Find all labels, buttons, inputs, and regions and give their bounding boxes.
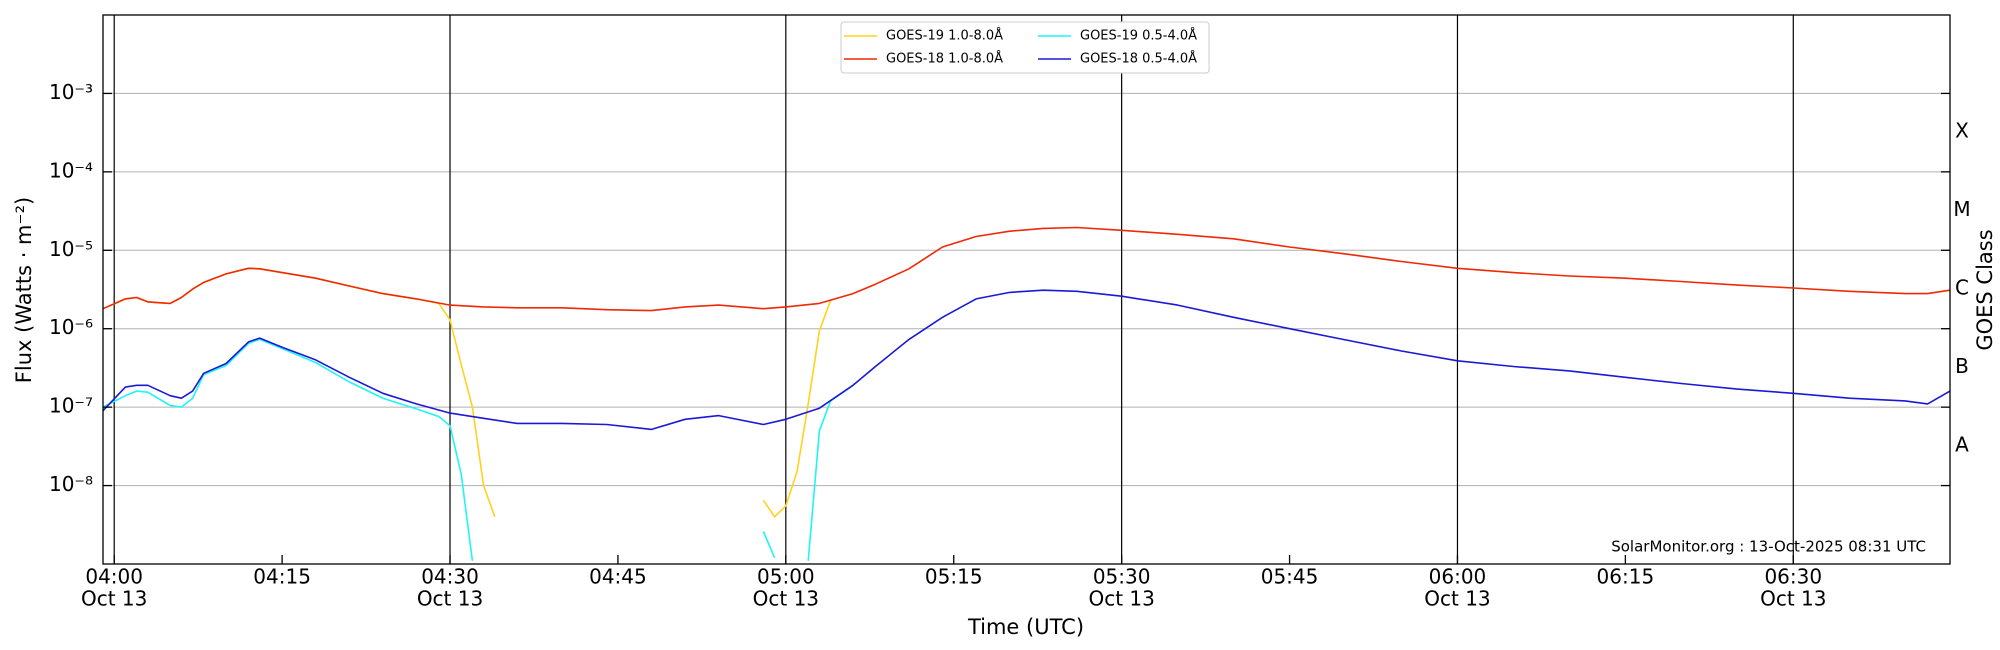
x-axis-title: Time (UTC) <box>967 615 1084 639</box>
x-tick-label: 05:45 <box>1261 565 1319 589</box>
legend-label: GOES-18 1.0-8.0Å <box>886 51 1003 67</box>
x-tick-label: Oct 13 <box>81 587 147 611</box>
grid <box>103 15 1950 564</box>
y-tick-label: 10⁻⁷ <box>49 394 93 418</box>
x-tick-label: Oct 13 <box>753 587 819 611</box>
y2-tick-label: M <box>1953 197 1970 221</box>
x-tick-label: Oct 13 <box>1760 587 1826 611</box>
series-line <box>103 289 1950 431</box>
x-tick-label: 06:15 <box>1597 565 1655 589</box>
legend-label: GOES-19 1.0-8.0Å <box>886 28 1003 44</box>
x-tick-label: 04:30 <box>421 565 479 589</box>
x-tick-label: 06:00 <box>1429 565 1487 589</box>
x-tick-label: 05:30 <box>1093 565 1151 589</box>
legend-label: GOES-18 0.5-4.0Å <box>1080 51 1197 67</box>
series-line <box>103 226 1950 312</box>
x-tick-label: Oct 13 <box>1424 587 1490 611</box>
y2-tick-label: C <box>1955 276 1969 300</box>
x-tick-label: 05:00 <box>757 565 815 589</box>
y-tick-label: 10⁻⁸ <box>49 472 93 496</box>
x-tick-label: 04:15 <box>253 565 311 589</box>
y-axis-title: Flux (Watts · m⁻²) <box>12 197 36 383</box>
x-tick-label: 04:00 <box>85 565 143 589</box>
y-tick-label: 10⁻⁵ <box>49 237 93 261</box>
annotation: SolarMonitor.org : 13-Oct-2025 08:31 UTC <box>1611 538 1926 556</box>
y-tick-label: 10⁻⁴ <box>49 158 93 182</box>
plot-lines <box>103 226 1950 561</box>
y2-tick-label: B <box>1955 354 1969 378</box>
y2-tick-label: X <box>1955 119 1969 143</box>
x-tick-label: 06:30 <box>1764 565 1822 589</box>
x-tick-label: 05:15 <box>925 565 983 589</box>
y2-tick-label: A <box>1955 432 1969 456</box>
legend: GOES-19 1.0-8.0Å GOES-18 1.0-8.0Å GOES-19 … <box>840 21 1210 74</box>
x-tick-label: Oct 13 <box>417 587 483 611</box>
x-tick-label: 04:45 <box>589 565 647 589</box>
y-tick-label: 10⁻⁶ <box>49 315 93 339</box>
x-tick-label: Oct 13 <box>1088 587 1154 611</box>
legend-box <box>840 21 1210 74</box>
legend-label: GOES-19 0.5-4.0Å <box>1080 28 1197 44</box>
y-tick-label: 10⁻³ <box>49 80 93 104</box>
plot-frame <box>102 14 1951 565</box>
y2-axis-title: GOES Class <box>1973 229 1997 350</box>
